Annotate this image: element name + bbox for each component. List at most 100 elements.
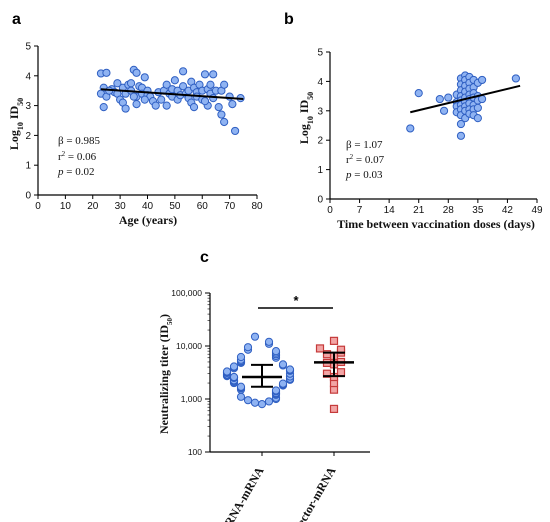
chart-c-point-mrna-mrna [264, 397, 274, 406]
chart-b-ytick-label: 5 [317, 48, 323, 59]
chart-c-point-mrna-mrna [264, 337, 274, 346]
chart-a-point [151, 101, 160, 110]
chart-c-point-vector-mrna [329, 385, 339, 394]
chart-a-point [231, 126, 240, 136]
chart-c-ylabel: Neutralizing titer (ID50) [157, 314, 174, 434]
chart-c-point-mrna-mrna [278, 360, 288, 369]
chart-a-point [189, 102, 199, 112]
chart-a-point [140, 95, 149, 104]
chart-a-r2-value: = 0.06 [65, 151, 96, 163]
chart-a-point [228, 100, 237, 109]
chart-b-ytick-label: 1 [317, 165, 323, 176]
chart-a-point [200, 97, 210, 106]
chart-a-point [121, 104, 130, 113]
chart-b-xtick-label: 49 [531, 205, 543, 216]
chart-c-ytick-label: 1,000 [181, 394, 203, 404]
chart-a-point [162, 101, 171, 110]
chart-b-point [477, 75, 487, 85]
chart-b-p: p = 0.03 [345, 169, 383, 181]
chart-c-ylabel-close: ) [157, 314, 171, 318]
chart-a-xtick-label: 70 [224, 201, 236, 212]
chart-a-point [220, 80, 229, 89]
chart-b-ylabel-sub2: 50 [306, 92, 315, 100]
chart-a-r2-prefix: r [58, 151, 62, 163]
chart-b-point [406, 124, 415, 133]
chart-a-xtick-label: 0 [35, 201, 41, 212]
chart-a-xtick-label: 80 [251, 201, 263, 212]
chart-b-point [456, 119, 466, 129]
chart-c-point-vector-mrna [315, 344, 325, 353]
chart-b-ylabel: Log10 ID50 [297, 92, 315, 144]
chart-a-point [178, 82, 188, 91]
chart-b-ylabel-tail: ID [297, 99, 311, 116]
chart-a-point [217, 110, 226, 119]
chart-a-point [129, 92, 138, 101]
chart-a-ytick-label: 3 [25, 101, 31, 112]
panel-label-b: b [284, 11, 294, 28]
panel-label-c: c [200, 249, 209, 266]
chart-c-point-vector-mrna [329, 404, 339, 414]
chart-c-significance-star: * [293, 293, 299, 308]
chart-a-point [209, 70, 218, 79]
chart-a-point [140, 73, 149, 82]
chart-b-regression-line [410, 84, 521, 114]
chart-b-ylabel-sub: 10 [306, 116, 315, 124]
chart-b-point [414, 89, 423, 98]
chart-c-ytick-label: 100,000 [171, 288, 202, 298]
chart-a-xtick-label: 30 [115, 201, 127, 212]
chart-a-p-value: = 0.02 [64, 166, 95, 178]
chart-b-point [456, 131, 466, 140]
chart-a-ylabel: Log10 ID50 [7, 98, 25, 150]
chart-a-point [157, 95, 166, 104]
chart-c-points [222, 332, 346, 414]
chart-a-points [96, 65, 245, 136]
chart-c-point-mrna-mrna [278, 379, 288, 388]
chart-b-xtick-label: 21 [413, 205, 425, 216]
chart-a-beta: β = 0.985 [58, 135, 101, 147]
chart-b-r2: r2 = 0.07 [346, 153, 385, 166]
chart-c-point-mrna-mrna [250, 398, 260, 407]
chart-a-point [220, 117, 229, 127]
chart-b-xtick-label: 0 [327, 205, 333, 216]
chart-a-xtick-label: 50 [169, 201, 181, 212]
chart-a-point [200, 70, 210, 79]
chart-a-p-symbol: p [57, 166, 64, 178]
chart-c-point-mrna-mrna [271, 386, 281, 395]
chart-c-ylabel-main: Neutralizing titer (ID [157, 325, 171, 434]
chart-b-ylabel-main: Log [297, 124, 311, 144]
chart-b-xtick-label: 28 [443, 205, 455, 216]
chart-b-beta: β = 1.07 [346, 139, 383, 151]
chart-b-xtick-label: 42 [502, 205, 514, 216]
chart-b-point [511, 74, 520, 83]
chart-a-ylabel-sub2: 50 [16, 98, 25, 106]
chart-c-category-1: Vector-mRNA [290, 464, 339, 522]
chart-c-point-mrna-mrna [285, 365, 295, 374]
chart-c-point-mrna-mrna [229, 362, 239, 371]
chart-c-point-mrna-mrna [271, 347, 281, 356]
chart-b-axes: 0 7 14 21 28 35 42 49 0 1 2 3 4 5 [317, 48, 543, 217]
chart-a-r2: r2 = 0.06 [58, 150, 97, 163]
chart-a-ytick-label: 5 [25, 42, 31, 53]
chart-c-axes: 100 1,000 10,000 100,000 [171, 288, 370, 457]
chart-a-xtick-label: 20 [87, 201, 99, 212]
chart-a-point [170, 76, 179, 85]
chart-a-point [102, 68, 111, 77]
chart-c-point-vector-mrna [322, 369, 332, 378]
chart-c-point-mrna-mrna [236, 382, 246, 391]
chart-c-point-mrna-mrna [236, 392, 246, 401]
chart-b-point [435, 94, 444, 104]
chart-a-ytick-label: 4 [25, 71, 31, 82]
chart-b-r2-sup: 2 [350, 153, 354, 161]
chart-a-axes: 0 10 20 30 40 50 60 70 80 0 1 2 3 4 5 [25, 42, 263, 213]
chart-c-point-mrna-mrna [257, 400, 267, 409]
chart-c-point-mrna-mrna [243, 396, 253, 405]
chart-a-point [99, 102, 108, 112]
chart-b-ytick-label: 0 [317, 195, 323, 206]
chart-a-point [126, 79, 136, 88]
chart-a-ylabel-sub: 10 [16, 122, 25, 130]
chart-a-xtick-label: 60 [197, 201, 209, 212]
chart-b-xtick-label: 35 [472, 205, 484, 216]
chart-b-ytick-label: 3 [317, 106, 323, 117]
